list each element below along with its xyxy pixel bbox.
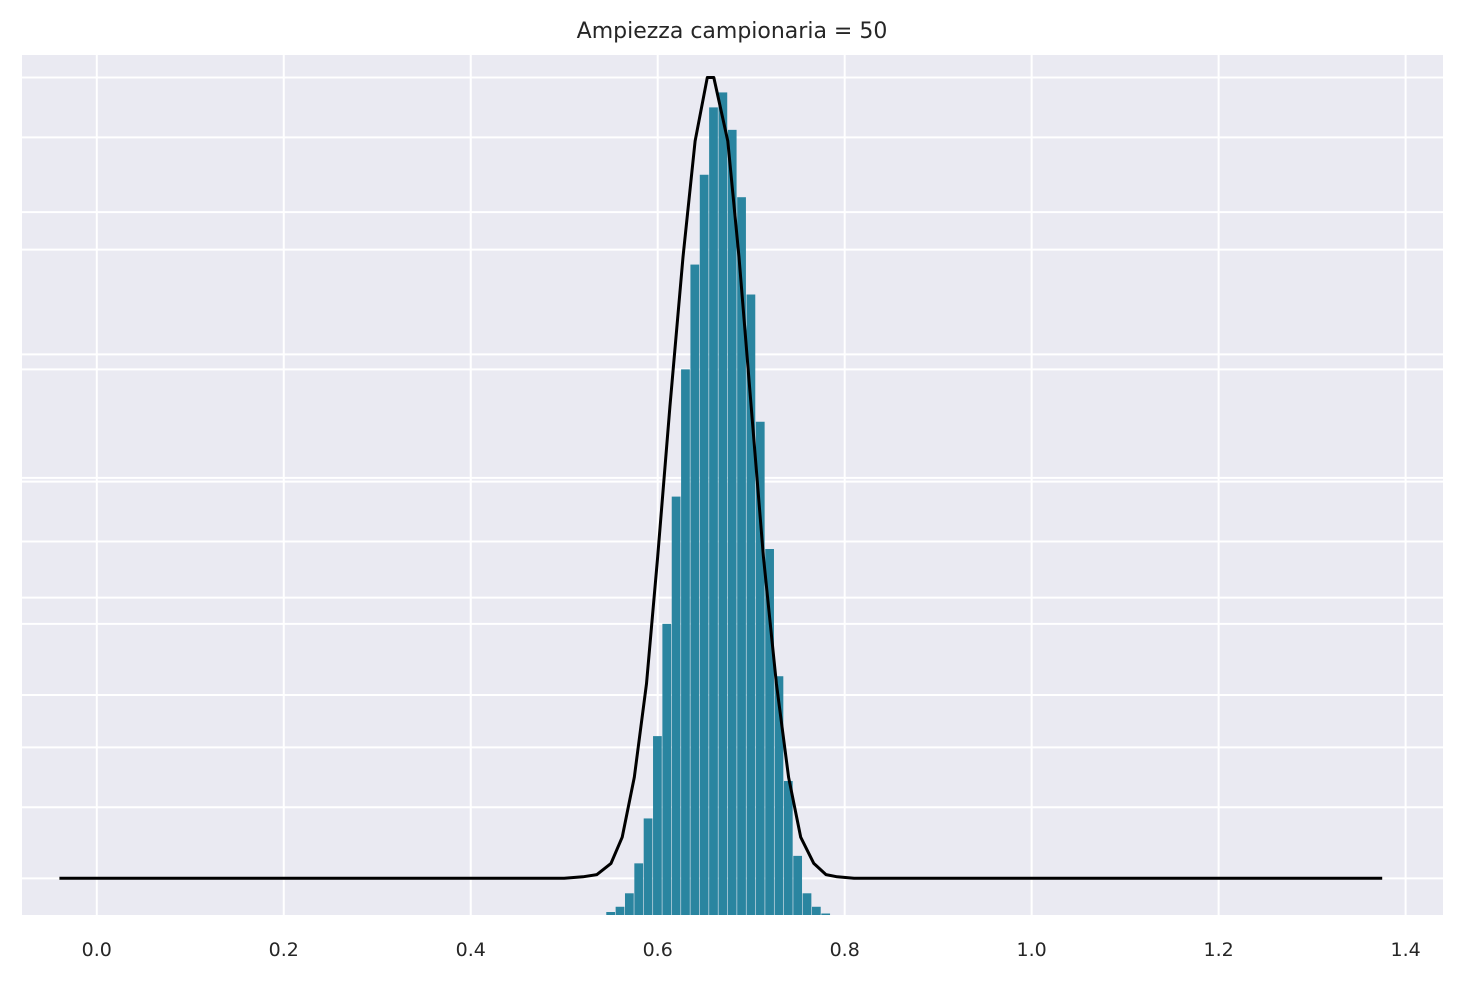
histogram-bar (755, 421, 765, 915)
histogram-bar (699, 174, 709, 915)
histogram-bar (653, 736, 662, 915)
x-axis: 0.0 0.2 0.4 0.6 0.8 1.0 1.2 1.4 (82, 939, 1421, 961)
histogram-bar (774, 676, 784, 915)
density-curve (59, 76, 1383, 880)
x-tick-label: 1.4 (1390, 939, 1420, 961)
histogram-bar (737, 197, 746, 915)
histogram-bar (718, 92, 728, 916)
histogram-bar (821, 913, 831, 915)
x-tick-label: 0.6 (643, 939, 673, 961)
x-tick-label: 0.0 (82, 939, 112, 961)
histogram-bar (727, 129, 737, 916)
histogram-bar (634, 863, 644, 915)
histogram-bar (681, 369, 690, 915)
histogram-bar (765, 548, 774, 915)
histogram-bar (671, 496, 681, 915)
histogram (606, 92, 831, 916)
x-tick-label: 0.2 (269, 939, 299, 961)
series-line-0 (59, 76, 1383, 880)
histogram-bar (690, 264, 700, 915)
histogram-bar (624, 893, 634, 915)
histogram-bar (662, 623, 672, 915)
x-tick-label: 0.8 (830, 939, 860, 961)
x-tick-label: 0.4 (456, 939, 486, 961)
histogram-bar (746, 294, 756, 915)
chart-title: Ampiezza campionaria = 50 (577, 19, 888, 44)
histogram-bar (793, 855, 803, 915)
histogram-bar (802, 893, 812, 915)
histogram-bar (811, 906, 821, 915)
histogram-bar (615, 906, 625, 915)
x-tick-label: 1.0 (1017, 939, 1047, 961)
x-tick-label: 1.2 (1204, 939, 1234, 961)
histogram-bar (643, 818, 653, 915)
histogram-bar (606, 912, 616, 915)
histogram-bar (783, 781, 793, 915)
histogram-bar (709, 107, 718, 916)
